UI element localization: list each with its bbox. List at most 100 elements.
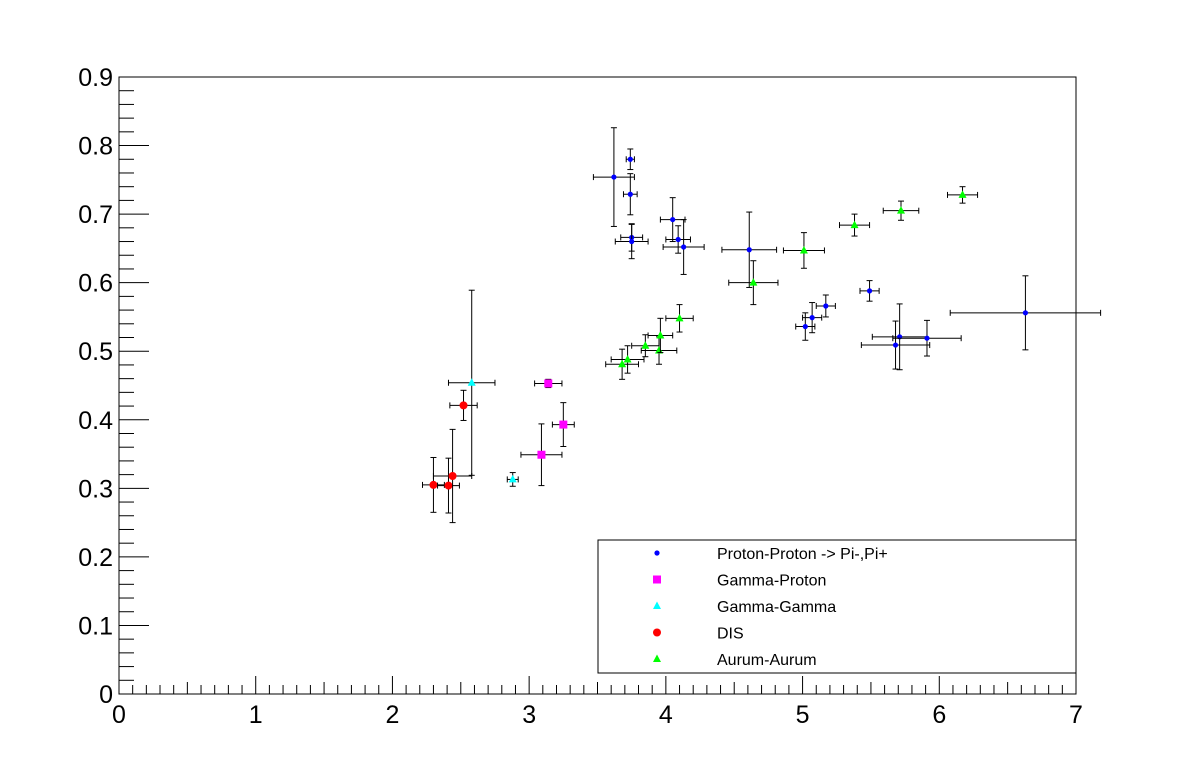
- data-marker: [749, 278, 758, 286]
- data-marker: [675, 236, 681, 243]
- legend-label: Proton-Proton -> Pi-,Pi+: [717, 546, 888, 563]
- data-marker: [656, 330, 665, 339]
- data-marker: [892, 342, 899, 348]
- legend-entry: Gamma-Proton: [653, 573, 826, 590]
- legend-marker: [653, 628, 661, 637]
- data-point: [782, 232, 825, 269]
- data-marker: [675, 313, 684, 322]
- x-tick-label: 5: [796, 701, 810, 729]
- y-tick-label: 0.7: [78, 201, 113, 229]
- data-marker: [623, 354, 632, 363]
- legend-entry: Aurum-Aurum: [653, 652, 817, 669]
- data-marker: [627, 191, 633, 197]
- x-tick-label: 0: [112, 701, 126, 729]
- data-point: [432, 428, 473, 524]
- legend-label: Aurum-Aurum: [717, 652, 817, 669]
- legend-marker: [653, 601, 661, 609]
- data-marker: [799, 245, 808, 254]
- data-point: [662, 219, 705, 275]
- data-marker: [1022, 310, 1029, 316]
- data-point: [659, 197, 686, 243]
- y-tick-label: 0.4: [78, 407, 113, 435]
- data-point: [614, 223, 649, 260]
- legend-entry: DIS: [653, 626, 744, 643]
- data-point: [605, 348, 640, 380]
- legend-marker: [654, 550, 660, 556]
- data-point: [520, 423, 563, 487]
- y-tick-label: 0.5: [78, 338, 113, 366]
- data-point: [622, 173, 638, 216]
- data-marker: [559, 420, 568, 429]
- x-tick-label: 7: [1069, 701, 1083, 729]
- data-point: [815, 294, 836, 318]
- data-point: [802, 302, 823, 334]
- data-marker: [897, 206, 906, 214]
- y-tick-label: 0.1: [78, 612, 113, 640]
- data-marker: [444, 481, 453, 490]
- legend-marker: [653, 654, 661, 662]
- data-marker: [670, 216, 676, 223]
- data-point: [946, 186, 979, 204]
- data-marker: [611, 174, 617, 180]
- data-marker: [655, 346, 664, 354]
- legend-marker: [653, 575, 661, 584]
- legend-label: Gamma-Proton: [717, 573, 826, 590]
- data-marker: [618, 359, 627, 368]
- y-tick-label: 0: [99, 681, 113, 709]
- x-tick-label: 4: [659, 701, 673, 729]
- series-4: [605, 186, 979, 380]
- data-marker: [823, 303, 829, 309]
- y-tick-label: 0.6: [78, 270, 113, 298]
- data-point: [838, 213, 871, 237]
- data-point: [437, 457, 460, 514]
- data-marker: [866, 288, 873, 294]
- data-marker: [681, 244, 687, 250]
- data-point: [859, 280, 880, 302]
- data-marker: [448, 471, 457, 480]
- data-marker: [641, 341, 650, 349]
- data-point: [610, 345, 645, 374]
- data-point: [449, 389, 478, 421]
- data-point: [882, 200, 920, 221]
- data-marker: [746, 247, 752, 253]
- x-tick-label: 1: [249, 701, 263, 729]
- legend-label: DIS: [717, 626, 744, 643]
- series-0: [592, 127, 1102, 371]
- legend-entry: Gamma-Gamma: [653, 599, 836, 616]
- series-1: [520, 378, 575, 487]
- data-marker: [958, 190, 967, 198]
- data-point: [422, 456, 445, 513]
- legend-entry: Proton-Proton -> Pi-,Pi+: [654, 546, 888, 563]
- data-point: [447, 289, 496, 476]
- series-2: [447, 289, 519, 487]
- data-marker: [429, 480, 438, 489]
- data-marker: [924, 335, 930, 341]
- y-tick-label: 0.8: [78, 133, 113, 161]
- x-tick-label: 2: [385, 701, 399, 729]
- y-tick-label: 0.2: [78, 544, 113, 572]
- data-point: [625, 148, 635, 171]
- data-point: [860, 320, 931, 370]
- data-marker: [508, 474, 517, 483]
- data-point: [592, 127, 635, 227]
- data-point: [534, 378, 563, 389]
- legend-label: Gamma-Gamma: [717, 599, 836, 616]
- data-marker: [544, 379, 553, 388]
- data-point: [506, 472, 519, 487]
- data-point: [665, 304, 694, 333]
- x-tick-label: 3: [522, 701, 536, 729]
- data-marker: [850, 220, 859, 229]
- data-point: [640, 336, 678, 365]
- data-marker: [467, 378, 476, 386]
- data-point: [949, 275, 1102, 351]
- x-tick-label: 6: [932, 701, 946, 729]
- data-marker: [809, 315, 815, 321]
- data-marker: [627, 156, 633, 162]
- data-marker: [537, 450, 546, 459]
- data-point: [647, 317, 674, 354]
- data-point: [721, 211, 778, 288]
- legend-box: [597, 539, 1077, 674]
- data-point: [665, 225, 691, 254]
- data-point: [892, 319, 962, 357]
